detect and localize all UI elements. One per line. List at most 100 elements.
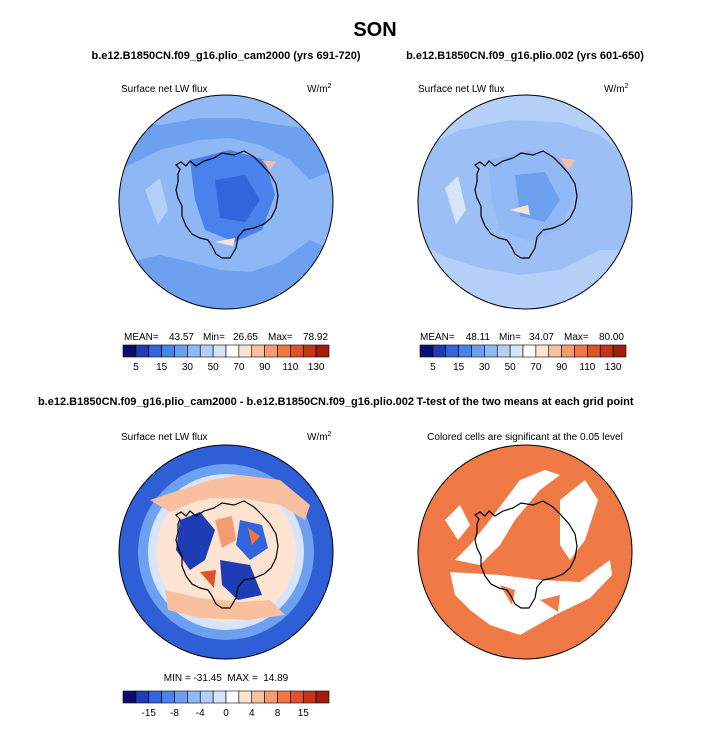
colorbar-tick-label: 70 [233,362,245,373]
colorbar-swatch [225,344,240,358]
colorbar-tick-label: 5 [133,362,139,373]
colorbar-swatch [161,690,175,704]
colorbar-swatch [187,690,201,704]
colorbar-swatch [315,344,330,358]
colorbar-tick-label: 50 [208,362,220,373]
units-label: W/m2 [307,83,332,95]
colorbar: 5 15 30 50 70 90 110 130 [419,344,627,373]
max-label: Max= [564,332,589,343]
panel-subtitle: Colored cells are significant at the 0.0… [427,432,623,443]
panel-ttest: T-test of the two means at each grid poi… [417,396,634,660]
colorbar-swatch [445,344,459,358]
colorbar-swatch [251,690,265,704]
colorbar-swatch [264,344,278,358]
colorbar-swatch [122,690,137,704]
colorbar-swatch [187,344,201,358]
colorbar-swatch [302,344,317,358]
colorbar-swatch [574,344,588,358]
units-label: W/m2 [307,431,332,443]
colorbar-swatch [148,344,162,358]
units-label: W/m2 [604,83,629,95]
colorbar-tick-label: 15 [453,362,465,373]
colorbar-tick-label: 4 [249,708,255,719]
colorbar-swatch [458,344,472,358]
mean-label: MEAN= [420,332,455,343]
max-value: 78.92 [303,332,328,343]
colorbar-tick-label: 110 [579,362,595,373]
colorbar-swatch [238,690,253,704]
colorbar-tick-label: -15 [142,708,157,719]
colorbar-swatch [561,344,575,358]
map-border [118,444,334,660]
panel-model-b: b.e12.B1850CN.f09_g16.plio.002 (yrs 601-… [406,50,644,373]
mean-value: 43.57 [169,332,194,343]
colorbar-tick-label: 90 [259,362,271,373]
panel-header: T-test of the two means at each grid poi… [417,396,634,408]
colorbar-swatch [135,690,150,704]
colorbar-swatch [471,344,485,358]
colorbar-swatch [522,344,537,358]
colorbar-swatch [599,344,614,358]
colorbar-swatch [587,344,601,358]
polar-map [418,445,632,659]
colorbar-tick-label: 8 [275,708,281,719]
colorbar-tick-label: 30 [182,362,194,373]
stats-line: MEAN= 43.57 Min= 26.65 Max= 78.92 [124,332,328,343]
mean-label: MEAN= [124,332,159,343]
colorbar-tick-label: 70 [530,362,542,373]
colorbar-tick-label: 5 [430,362,436,373]
colorbar-swatch [174,344,188,358]
colorbar-swatch [148,690,162,704]
colorbar-tick-label: -4 [196,708,205,719]
panel-difference: b.e12.B1850CN.f09_g16.plio_cam2000 - b.e… [38,396,414,719]
colorbar-swatch [290,344,304,358]
mean-value: 48.11 [466,332,491,343]
colorbar-tick-label: 15 [298,708,310,719]
stats-line: MIN = -31.45 MAX = 14.89 [164,673,289,684]
colorbar-swatch [264,690,278,704]
colorbar-swatch [277,690,291,704]
colorbar-tick-label: 15 [156,362,168,373]
colorbar: 5 15 30 50 70 90 110 130 [122,344,330,373]
variable-label: Surface net LW flux [121,432,208,443]
colorbar-tick-label: 130 [605,362,622,373]
min-label: Min= [499,332,521,343]
panel-model-a: b.e12.B1850CN.f09_g16.plio_cam2000 (yrs … [91,50,360,373]
colorbar-swatch [484,344,498,358]
variable-label: Surface net LW flux [121,84,208,95]
colorbar-swatch [135,344,150,358]
min-value: 34.07 [529,332,554,343]
colorbar-swatch [315,690,330,704]
polar-map [119,95,333,309]
colorbar-swatch [174,690,188,704]
colorbar-swatch [225,690,240,704]
panel-header: b.e12.B1850CN.f09_g16.plio.002 (yrs 601-… [406,50,644,62]
min-value: 26.65 [233,332,258,343]
variable-label: Surface net LW flux [418,84,505,95]
colorbar-tick-label: 90 [556,362,568,373]
colorbar-swatch [199,690,214,704]
colorbar-swatch [122,344,137,358]
colorbar-swatch [212,690,227,704]
colorbar-tick-label: 110 [282,362,298,373]
colorbar-swatch [496,344,511,358]
colorbar-swatch [612,344,627,358]
colorbar-swatch [290,690,304,704]
min-label: Min= [203,332,225,343]
colorbar-swatch [509,344,524,358]
map-border [118,94,334,310]
colorbar-tick-label: 50 [505,362,517,373]
colorbar-tick-label: -8 [170,708,179,719]
colorbar-swatch [419,344,434,358]
colorbar-tick-label: 130 [308,362,325,373]
panel-header: b.e12.B1850CN.f09_g16.plio_cam2000 - b.e… [38,396,414,408]
max-value: 80.00 [599,332,624,343]
colorbar-swatch [302,690,317,704]
polar-map [119,445,333,659]
colorbar-swatch [238,344,253,358]
colorbar-swatch [199,344,214,358]
colorbar-tick-label: 30 [479,362,491,373]
colorbar-swatch [212,344,227,358]
colorbar-swatch [161,344,175,358]
colorbar-swatch [535,344,550,358]
